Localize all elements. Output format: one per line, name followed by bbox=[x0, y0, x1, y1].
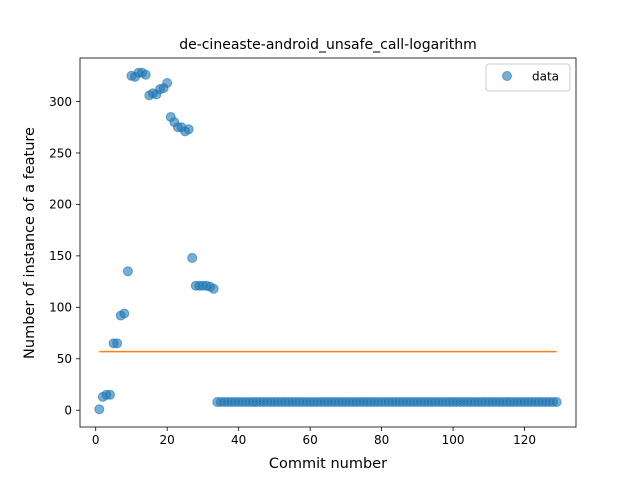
data-point bbox=[94, 404, 105, 415]
legend-box bbox=[485, 63, 571, 92]
data-point bbox=[183, 124, 194, 135]
y-tick-label: 200 bbox=[49, 198, 72, 212]
y-tick-label: 150 bbox=[49, 249, 72, 263]
y-tick-label: 50 bbox=[57, 352, 72, 366]
legend-marker bbox=[502, 71, 512, 81]
data-point bbox=[162, 78, 173, 89]
x-tick-label: 80 bbox=[374, 433, 389, 447]
y-tick-label: 100 bbox=[49, 301, 72, 315]
legend: data bbox=[485, 63, 571, 92]
y-tick-label: 0 bbox=[64, 404, 72, 418]
plot-frame bbox=[79, 57, 577, 428]
x-tick-label: 60 bbox=[302, 433, 317, 447]
data-point bbox=[187, 252, 198, 263]
y-axis-label: Number of instance of a feature bbox=[22, 127, 38, 359]
y-tick-label: 300 bbox=[49, 95, 72, 109]
x-tick-label: 0 bbox=[92, 433, 100, 447]
x-tick-label: 100 bbox=[442, 433, 465, 447]
legend-label: data bbox=[532, 70, 559, 84]
data-point bbox=[140, 69, 151, 80]
x-axis-label: Commit number bbox=[269, 456, 387, 472]
data-point bbox=[122, 266, 133, 277]
data-point bbox=[551, 396, 562, 407]
data-point bbox=[112, 338, 123, 349]
data-point bbox=[105, 389, 116, 400]
data-point bbox=[119, 308, 130, 319]
axes: 0 20 40 60 80 100 120 0 50 100 150 200 250 300 bbox=[49, 57, 577, 447]
x-tick-label: 20 bbox=[160, 433, 175, 447]
x-tick-label: 40 bbox=[231, 433, 246, 447]
x-tick-label: 120 bbox=[513, 433, 536, 447]
chart-title: de-cineaste-android_unsafe_call-logarith… bbox=[179, 37, 477, 53]
y-tick-label: 250 bbox=[49, 146, 72, 160]
plot-area bbox=[94, 67, 562, 415]
data-point bbox=[208, 283, 219, 294]
